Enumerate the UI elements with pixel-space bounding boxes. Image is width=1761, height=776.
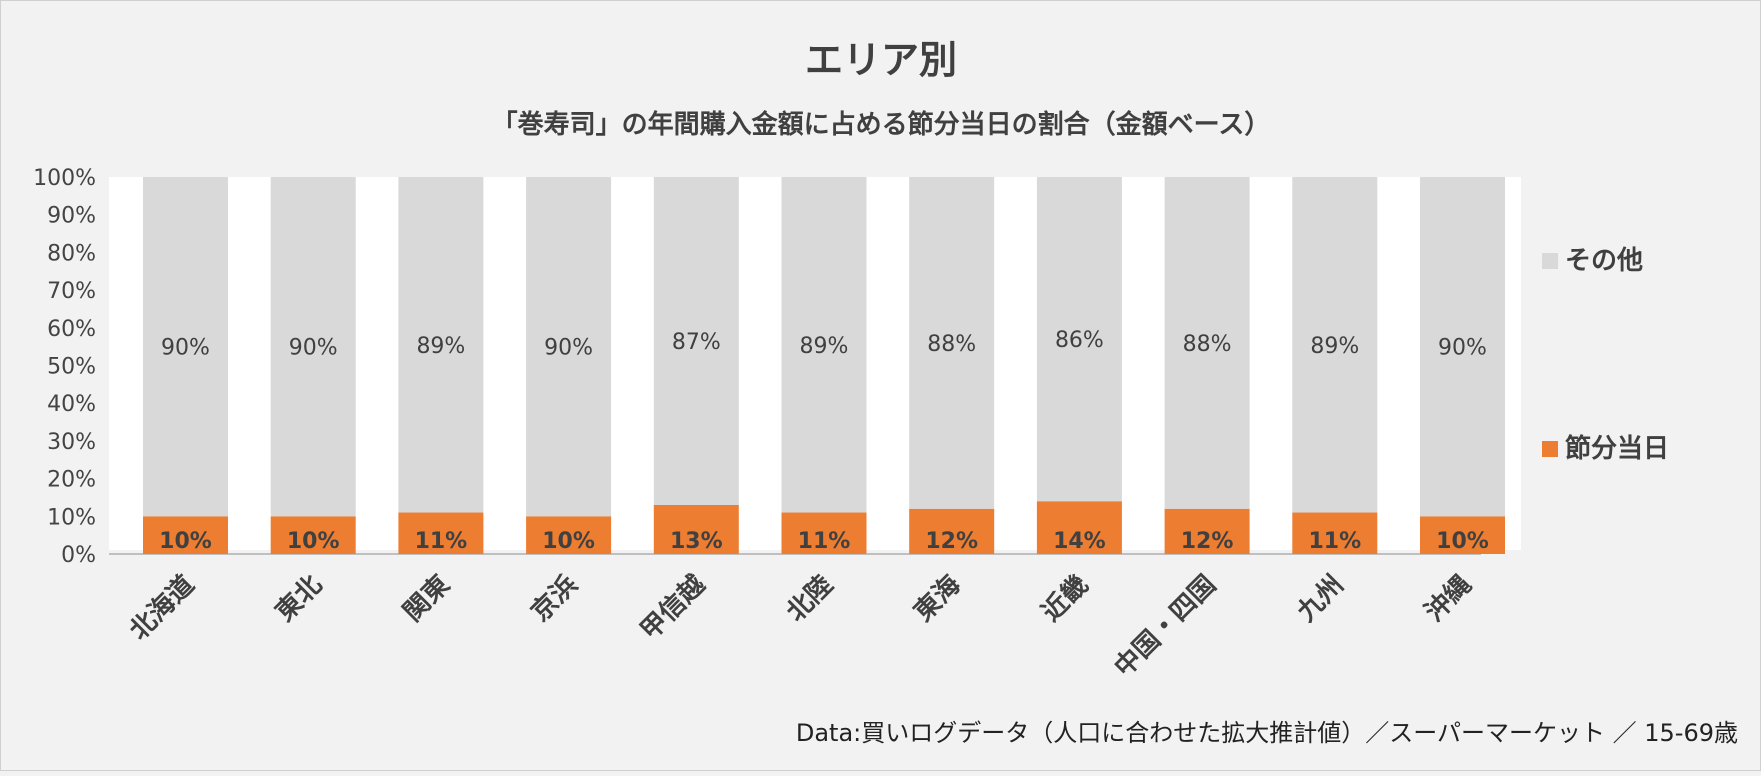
y-tick-label: 80% xyxy=(47,241,96,266)
legend-label: 節分当日 xyxy=(1565,433,1669,464)
y-tick-label: 0% xyxy=(61,543,96,568)
y-tick-label: 10% xyxy=(47,505,96,530)
chart-title: エリア別 xyxy=(805,38,957,82)
data-label: 87% xyxy=(672,330,721,355)
x-category-label: 九州 xyxy=(1291,570,1350,629)
data-label: 90% xyxy=(544,336,593,361)
y-tick-label: 40% xyxy=(47,392,96,417)
y-tick-label: 30% xyxy=(47,430,96,455)
data-label: 89% xyxy=(416,334,465,359)
x-category-label: 北海道 xyxy=(123,569,200,646)
bar-segment-other xyxy=(398,177,484,513)
x-category-label: 東海 xyxy=(909,570,967,628)
data-label: 10% xyxy=(542,529,595,554)
y-tick-label: 20% xyxy=(47,468,96,493)
y-tick-label: 100% xyxy=(33,166,96,191)
chart-subtitle: 「巻寿司」の年間購入金額に占める節分当日の割合（金額ベース） xyxy=(492,109,1271,140)
bar-segment-setsubun xyxy=(143,516,228,554)
data-label: 11% xyxy=(798,529,851,554)
bars: 10% 90% 10% 90% 11% 89% 10% 90% 13% 87% 11% 89% 12% 8… xyxy=(143,177,1505,554)
data-label: 13% xyxy=(670,529,723,554)
y-tick-label: 60% xyxy=(47,317,96,342)
y-tick-label: 90% xyxy=(47,204,96,229)
bar-segment-other xyxy=(526,177,612,517)
data-label: 90% xyxy=(1438,336,1487,361)
data-label: 10% xyxy=(287,529,340,554)
x-category-label: 近畿 xyxy=(1036,570,1094,628)
data-label: 10% xyxy=(159,529,212,554)
legend-swatch xyxy=(1542,253,1558,269)
bar-segment-other xyxy=(909,177,995,509)
bar-segment-other xyxy=(270,177,356,517)
y-tick-label: 50% xyxy=(47,355,96,380)
x-category-label: 京浜 xyxy=(525,569,584,628)
data-label: 10% xyxy=(1436,529,1489,554)
data-label: 90% xyxy=(161,336,210,361)
y-tick-label: 70% xyxy=(47,279,96,304)
bar-segment-other xyxy=(781,177,867,513)
bar-segment-setsubun xyxy=(653,504,739,554)
bar-segment-other xyxy=(1036,177,1122,502)
x-axis-labels: 北海道 東北 関東 京浜 甲信越 北陸 東海 近畿 中国・四国 九州 沖縄 xyxy=(123,569,1477,683)
data-label: 11% xyxy=(415,529,468,554)
data-label: 12% xyxy=(1181,529,1234,554)
bar-segment-setsubun xyxy=(1164,508,1250,554)
data-label: 11% xyxy=(1308,529,1361,554)
x-category-label: 東北 xyxy=(270,570,328,628)
bar-segment-setsubun xyxy=(398,512,484,554)
source-note: Data:買いログデータ（人口に合わせた拡大推計値）／スーパーマーケット ／ 1… xyxy=(795,719,1738,747)
x-category-label: 関東 xyxy=(398,570,456,628)
x-category-label: 中国・四国 xyxy=(1109,570,1222,683)
data-label: 88% xyxy=(1183,332,1232,357)
data-label: 86% xyxy=(1055,328,1104,353)
bar-segment-other xyxy=(1164,177,1250,509)
data-label: 12% xyxy=(925,529,978,554)
legend-item: 節分当日 xyxy=(1542,433,1669,464)
data-label: 88% xyxy=(927,332,976,357)
bar-segment-setsubun xyxy=(1420,516,1505,554)
bar-segment-setsubun xyxy=(781,512,867,554)
x-category-label: 沖縄 xyxy=(1419,570,1477,628)
bar-segment-setsubun xyxy=(1292,512,1378,554)
bar-segment-setsubun xyxy=(526,516,612,554)
bar-segment-other xyxy=(653,177,739,505)
x-category-label: 甲信越 xyxy=(635,569,712,646)
bar-segment-setsubun xyxy=(1036,501,1122,554)
legend-swatch xyxy=(1542,441,1558,457)
bar-segment-other xyxy=(1420,177,1505,517)
bar-segment-other xyxy=(143,177,228,517)
bar-segment-setsubun xyxy=(270,516,356,554)
bar-segment-other xyxy=(1292,177,1378,513)
data-label: 14% xyxy=(1053,529,1106,554)
bar-segment-setsubun xyxy=(909,508,995,554)
data-label: 89% xyxy=(1310,334,1359,359)
data-label: 90% xyxy=(289,336,338,361)
legend-item: その他 xyxy=(1542,246,1643,276)
data-label: 89% xyxy=(800,334,849,359)
legend-label: その他 xyxy=(1565,246,1643,276)
x-category-label: 北陸 xyxy=(781,570,839,628)
